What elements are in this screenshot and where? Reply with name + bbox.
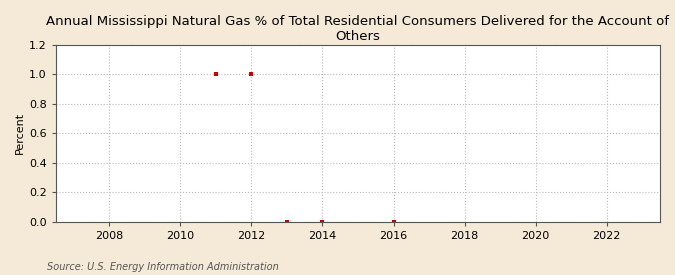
Title: Annual Mississippi Natural Gas % of Total Residential Consumers Delivered for th: Annual Mississippi Natural Gas % of Tota… (47, 15, 670, 43)
Y-axis label: Percent: Percent (15, 112, 25, 154)
Text: Source: U.S. Energy Information Administration: Source: U.S. Energy Information Administ… (47, 262, 279, 272)
